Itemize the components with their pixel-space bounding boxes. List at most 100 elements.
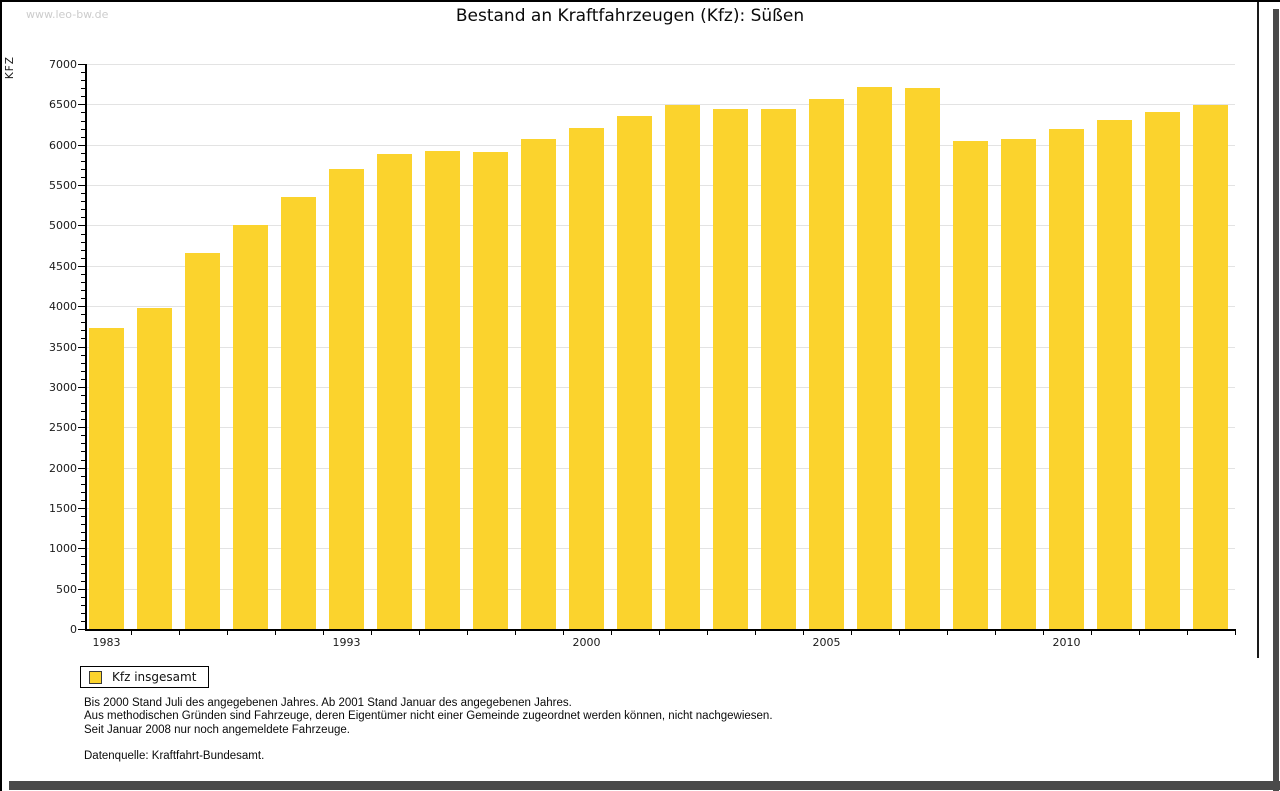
x-axis-tick	[371, 629, 372, 635]
y-axis-tick	[81, 193, 85, 194]
y-axis-tick	[81, 613, 85, 614]
x-tick-label: 1983	[92, 636, 121, 649]
x-tick-label: 1993	[332, 636, 361, 649]
footnotes: Bis 2000 Stand Juli des angegebenen Jahr…	[84, 697, 773, 763]
x-axis-tick	[1091, 629, 1092, 635]
x-axis-tick	[179, 629, 180, 635]
gridline	[85, 347, 1235, 348]
x-axis-tick	[227, 629, 228, 635]
bar	[665, 105, 700, 629]
bar	[953, 141, 988, 629]
y-axis-tick	[81, 129, 85, 130]
y-axis-tick	[81, 314, 85, 315]
legend-label: Kfz insgesamt	[112, 670, 197, 684]
y-axis-tick	[81, 274, 85, 275]
x-axis-tick	[131, 629, 132, 635]
bar	[569, 128, 604, 629]
y-axis-title: KFZ	[4, 56, 16, 80]
chart-title: Bestand an Kraftfahrzeugen (Kfz): Süßen	[455, 6, 805, 26]
x-axis-tick	[563, 629, 564, 635]
y-axis-tick	[78, 589, 85, 590]
y-tick-label: 7000	[49, 58, 77, 71]
x-axis-tick	[323, 629, 324, 635]
bar	[425, 151, 460, 629]
bar	[521, 139, 556, 629]
chart-pane-border	[1257, 2, 1259, 658]
gridline	[85, 548, 1235, 549]
bar	[713, 109, 748, 629]
y-axis-tick	[81, 201, 85, 202]
bar	[857, 87, 892, 629]
y-axis-tick	[81, 72, 85, 73]
y-axis-tick	[81, 516, 85, 517]
x-axis-tick	[419, 629, 420, 635]
y-axis-tick	[78, 145, 85, 146]
y-tick-label: 1500	[49, 502, 77, 515]
y-axis-tick	[78, 104, 85, 105]
y-axis-tick	[81, 556, 85, 557]
gridline	[85, 185, 1235, 186]
bar	[1049, 129, 1084, 629]
y-axis-tick	[81, 258, 85, 259]
y-axis-tick	[81, 96, 85, 97]
x-axis-tick	[707, 629, 708, 635]
x-axis-tick	[947, 629, 948, 635]
y-axis-tick	[78, 185, 85, 186]
bar	[809, 99, 844, 629]
y-axis-tick	[81, 500, 85, 501]
gridline	[85, 306, 1235, 307]
x-axis-tick	[1187, 629, 1188, 635]
gridline	[85, 387, 1235, 388]
x-tick-label: 2005	[812, 636, 841, 649]
y-axis-tick	[78, 225, 85, 226]
y-axis-tick	[78, 64, 85, 65]
y-axis-tick	[81, 564, 85, 565]
y-axis-tick	[81, 419, 85, 420]
data-source: Datenquelle: Kraftfahrt-Bundesamt.	[84, 749, 265, 762]
x-axis-tick	[275, 629, 276, 635]
x-axis-tick	[755, 629, 756, 635]
y-axis-tick	[81, 379, 85, 380]
y-axis-tick	[81, 282, 85, 283]
x-axis-tick	[467, 629, 468, 635]
y-tick-label: 3000	[49, 381, 77, 394]
y-axis-tick	[81, 411, 85, 412]
leo-bw-watermark: www.leo-bw.de	[26, 8, 109, 21]
y-axis-tick	[81, 403, 85, 404]
y-tick-label: 2000	[49, 462, 77, 475]
y-axis-tick	[81, 88, 85, 89]
y-axis-tick	[81, 371, 85, 372]
y-axis-tick	[78, 629, 85, 630]
bar	[137, 308, 172, 629]
y-axis-tick	[81, 605, 85, 606]
gridline	[85, 145, 1235, 146]
x-axis-tick	[803, 629, 804, 635]
y-axis-tick	[81, 435, 85, 436]
x-axis-line	[85, 629, 1235, 631]
y-axis-line	[85, 64, 87, 631]
y-axis-tick	[81, 532, 85, 533]
y-axis-tick	[81, 234, 85, 235]
y-tick-label: 500	[56, 583, 77, 596]
y-axis-tick	[78, 548, 85, 549]
bar	[233, 225, 268, 629]
gridline	[85, 64, 1235, 65]
bar	[281, 197, 316, 629]
x-axis-tick	[899, 629, 900, 635]
y-axis-tick	[78, 508, 85, 509]
y-axis-tick	[81, 242, 85, 243]
x-axis-tick	[1043, 629, 1044, 635]
x-axis-tick	[611, 629, 612, 635]
legend: Kfz insgesamt	[80, 666, 210, 688]
y-axis-tick	[78, 468, 85, 469]
footnote-line-1: Bis 2000 Stand Juli des angegebenen Jahr…	[84, 697, 572, 709]
y-axis-tick	[81, 250, 85, 251]
y-axis-tick	[81, 217, 85, 218]
gridline	[85, 225, 1235, 226]
y-axis-tick	[81, 161, 85, 162]
x-axis-tick	[995, 629, 996, 635]
x-tick-label: 2010	[1052, 636, 1081, 649]
y-axis-tick	[81, 330, 85, 331]
y-tick-label: 2500	[49, 421, 77, 434]
